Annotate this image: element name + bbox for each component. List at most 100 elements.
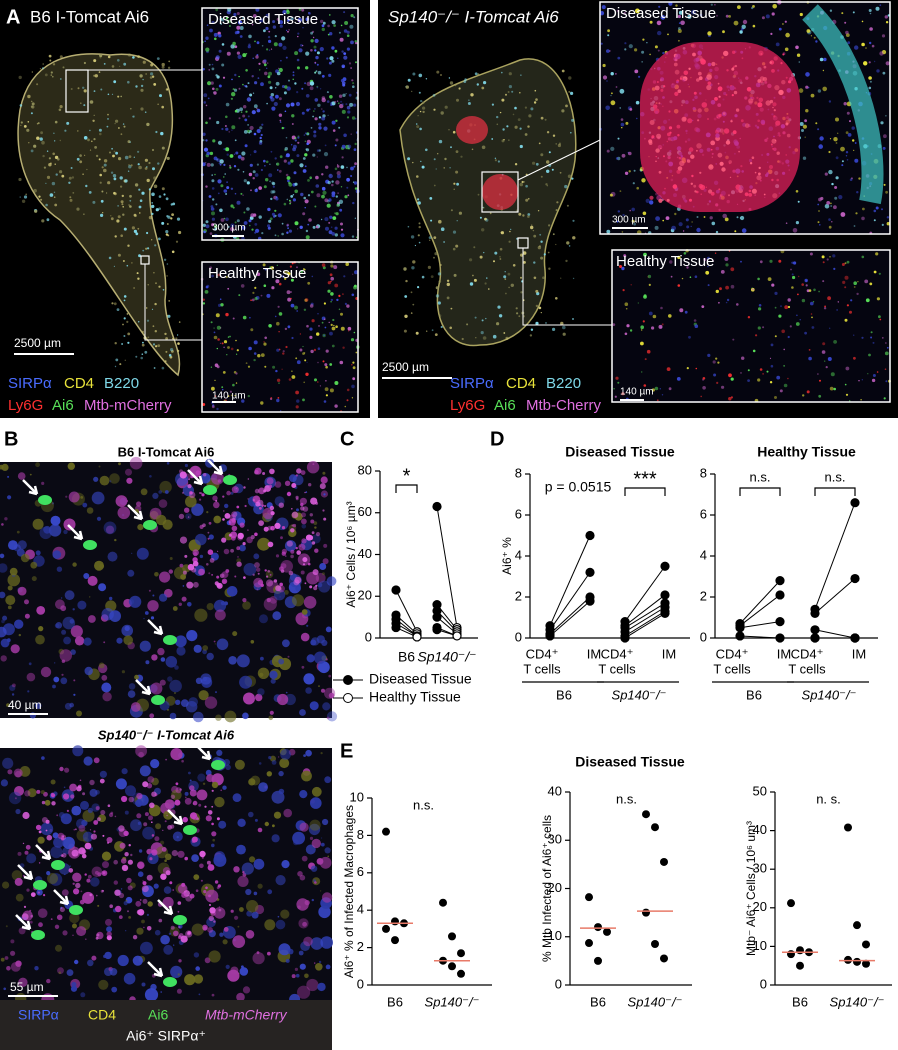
speckle <box>212 68 215 71</box>
speckle <box>352 294 355 297</box>
speckle <box>325 847 331 853</box>
speckle <box>306 235 310 239</box>
speckle <box>268 36 270 38</box>
speckle <box>164 259 166 261</box>
speckle <box>26 889 29 892</box>
speckle <box>268 81 271 84</box>
speckle <box>298 48 302 52</box>
speckle <box>341 25 343 27</box>
speckle <box>501 232 503 234</box>
speckle <box>120 96 122 98</box>
speckle <box>157 344 160 347</box>
speckle <box>344 29 348 33</box>
speckle <box>525 133 528 136</box>
speckle <box>296 496 299 499</box>
speckle <box>111 302 113 304</box>
speckle <box>40 137 43 140</box>
speckle <box>160 991 162 993</box>
speckle <box>315 117 318 120</box>
speckle <box>508 140 509 141</box>
chart-title: Diseased Tissue <box>565 444 675 460</box>
speckle <box>870 81 872 83</box>
speckle <box>667 141 669 143</box>
speckle <box>132 56 135 59</box>
speckle <box>331 324 333 326</box>
speckle <box>124 317 126 319</box>
speckle <box>822 350 826 354</box>
speckle <box>660 77 664 81</box>
speckle <box>121 200 124 203</box>
speckle <box>155 823 161 829</box>
speckle <box>254 41 256 43</box>
speckle <box>260 401 263 404</box>
speckle <box>572 236 575 239</box>
speckle <box>294 51 298 55</box>
speckle <box>270 96 273 99</box>
speckle <box>328 181 331 184</box>
speckle <box>218 193 220 195</box>
speckle <box>659 171 662 174</box>
speckle <box>250 299 252 301</box>
speckle <box>34 966 38 970</box>
speckle <box>695 275 698 278</box>
speckle <box>121 133 123 135</box>
speckle <box>268 173 272 177</box>
speckle <box>214 157 218 161</box>
speckle <box>301 88 303 90</box>
speckle <box>249 317 251 319</box>
speckle <box>229 167 231 169</box>
speckle <box>305 199 309 203</box>
point <box>787 950 795 958</box>
speckle <box>223 164 225 166</box>
speckle <box>288 656 290 658</box>
speckle <box>334 381 338 385</box>
speckle <box>52 153 55 156</box>
speckle <box>111 148 113 150</box>
speckle <box>711 149 713 151</box>
speckle <box>274 102 278 106</box>
speckle <box>726 15 729 18</box>
speckle <box>250 213 254 217</box>
speckle <box>22 812 29 819</box>
speckle <box>711 62 715 66</box>
speckle <box>114 266 115 267</box>
speckle <box>43 894 45 896</box>
speckle <box>51 801 55 805</box>
point <box>660 954 668 962</box>
speckle <box>110 968 118 976</box>
speckle <box>297 66 300 69</box>
speckle <box>258 520 264 526</box>
speckle <box>558 144 561 147</box>
speckle <box>179 321 181 323</box>
speckle <box>264 72 268 76</box>
speckle <box>50 162 52 164</box>
speckle <box>759 304 762 307</box>
speckle <box>45 74 48 77</box>
speckle <box>153 83 156 86</box>
speckle <box>229 336 231 338</box>
speckle <box>77 158 80 161</box>
speckle <box>222 786 226 790</box>
speckle <box>145 611 149 615</box>
speckle <box>254 352 257 355</box>
speckle <box>132 116 133 117</box>
speckle <box>172 251 175 254</box>
speckle <box>267 208 270 211</box>
speckle <box>340 233 344 237</box>
speckle <box>69 196 71 198</box>
speckle <box>330 273 333 276</box>
speckle <box>694 319 697 322</box>
speckle <box>306 94 310 98</box>
speckle <box>742 57 744 59</box>
chart-title: Diseased Tissue <box>575 754 685 770</box>
speckle <box>131 164 133 166</box>
speckle <box>138 163 140 165</box>
speckle <box>885 380 887 382</box>
speckle <box>264 366 266 368</box>
speckle <box>455 245 458 248</box>
speckle <box>213 91 216 94</box>
speckle <box>258 828 263 833</box>
speckle <box>280 60 282 62</box>
speckle <box>235 152 238 155</box>
speckle <box>878 315 881 318</box>
